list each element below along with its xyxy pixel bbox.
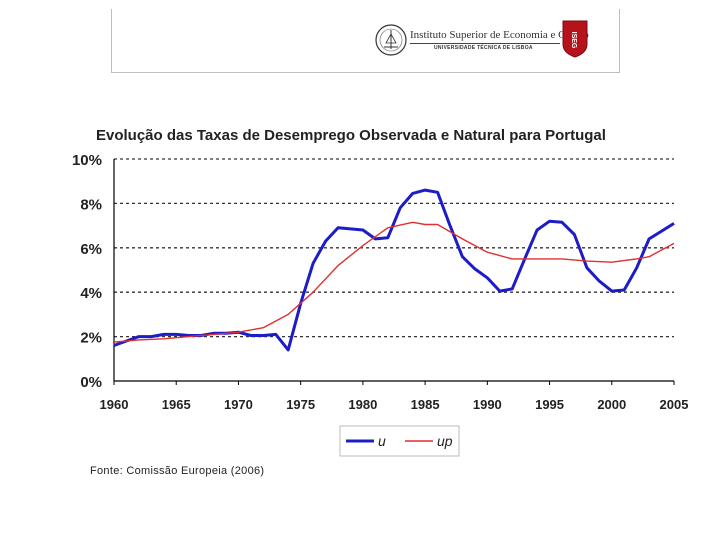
x-tick-label: 1975: [286, 397, 315, 412]
shield-text: ISEG: [570, 32, 577, 49]
header-frame: [111, 9, 620, 73]
series-line-u: [113, 188, 675, 352]
x-tick-label: 1980: [348, 397, 377, 412]
x-tick-label: 1970: [224, 397, 253, 412]
x-tick-label: 1985: [411, 397, 440, 412]
x-tick-label: 1965: [162, 397, 191, 412]
source-note: Fonte: Comissão Europeia (2006): [90, 465, 265, 477]
legend-label-up: up: [437, 433, 453, 449]
x-tick-label: 1995: [535, 397, 564, 412]
iseg-shield-icon: ISEG: [562, 20, 588, 58]
x-tick-label: 2005: [660, 397, 689, 412]
seal-icon: [375, 24, 407, 56]
chart-title: Evolução das Taxas de Desemprego Observa…: [96, 127, 606, 144]
y-tick-label: 4%: [80, 285, 102, 302]
x-tick-label: 2000: [597, 397, 626, 412]
y-tick-label: 8%: [80, 196, 102, 213]
x-tick-label: 1960: [100, 397, 129, 412]
divider: [410, 43, 560, 44]
y-tick-label: 2%: [80, 330, 102, 347]
institution-logo: Instituto Superior de Economia e Gestão …: [374, 20, 594, 60]
x-tick-label: 1990: [473, 397, 502, 412]
legend-label-u: u: [378, 433, 386, 449]
y-tick-label: 10%: [72, 152, 102, 169]
y-tick-label: 0%: [80, 374, 102, 391]
y-tick-label: 6%: [80, 241, 102, 258]
university-name: UNIVERSIDADE TÉCNICA DE LISBOA: [434, 45, 533, 51]
series-line-up: [113, 221, 675, 343]
institution-name: Instituto Superior de Economia e Gestão: [410, 29, 589, 41]
